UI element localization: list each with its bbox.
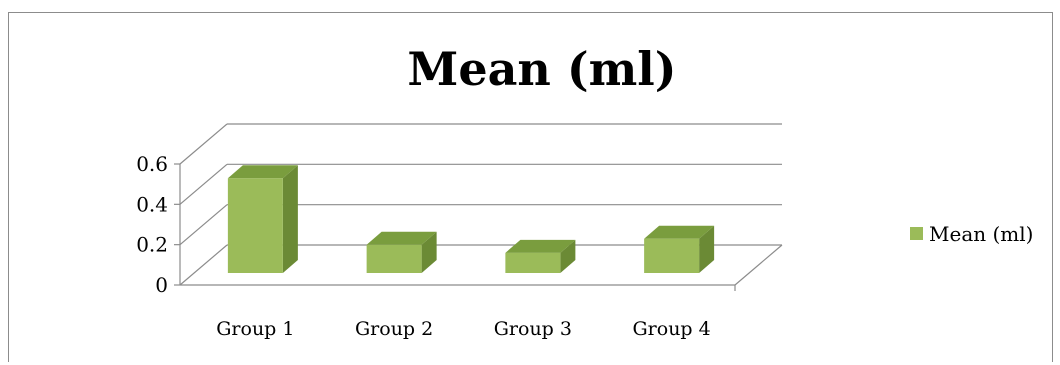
legend: Mean (ml) — [910, 222, 1033, 246]
bar-2 — [366, 231, 437, 273]
x-tick-label: Group 2 — [355, 318, 433, 340]
bar-front — [366, 244, 422, 273]
x-axis: Group 1 Group 2 Group 3 Group 4 — [216, 318, 710, 340]
legend-swatch — [910, 227, 923, 240]
floor-right-edge — [734, 244, 783, 286]
bar-top — [366, 231, 437, 245]
y-tick-label: 0.4 — [136, 192, 168, 216]
bar-top — [644, 225, 715, 239]
gridline-side — [179, 244, 228, 286]
bars — [227, 165, 715, 273]
y-axis: 0 0.2 0.4 0.6 — [136, 152, 181, 297]
bar-side — [560, 239, 576, 273]
bar-4 — [644, 225, 715, 273]
gridline-side — [179, 204, 228, 246]
gridline-side — [179, 123, 228, 165]
bar-top — [227, 165, 298, 179]
bar-side — [699, 225, 715, 273]
bar-1 — [227, 165, 298, 273]
gridlines — [179, 123, 783, 291]
chart-frame — [8, 12, 1053, 362]
y-tick-label: 0.2 — [136, 233, 168, 257]
bar-3 — [505, 239, 576, 273]
bar-front — [227, 178, 283, 273]
y-tick-label: 0.6 — [136, 152, 168, 176]
bar-front — [505, 252, 561, 273]
gridline-side — [179, 163, 228, 205]
y-tick-label: 0 — [155, 273, 168, 297]
x-tick-label: Group 4 — [633, 318, 711, 340]
bar-front — [644, 238, 700, 273]
chart-title: Mean (ml) — [407, 42, 676, 96]
x-tick-label: Group 3 — [494, 318, 572, 340]
bar-top — [505, 239, 576, 253]
legend-label: Mean (ml) — [929, 222, 1033, 246]
bar-side — [421, 231, 437, 273]
x-tick-label: Group 1 — [216, 318, 294, 340]
bar-side — [282, 165, 298, 273]
